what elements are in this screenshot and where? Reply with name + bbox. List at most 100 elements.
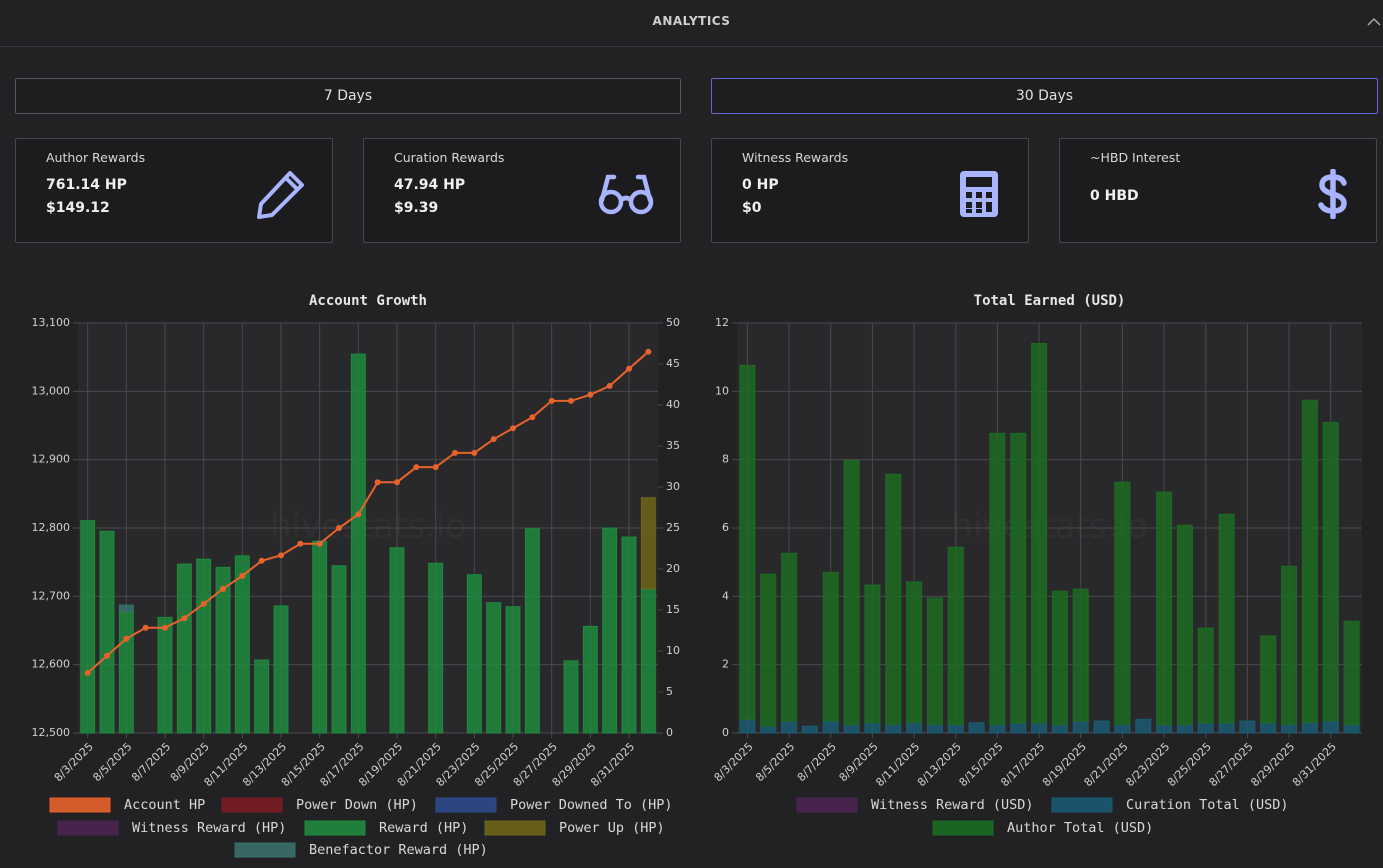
point [452, 449, 458, 456]
point [645, 348, 652, 355]
bar [760, 725, 777, 734]
card-value: 47.94 HP [394, 177, 466, 193]
line [87, 350, 649, 674]
legend-swatch [796, 797, 858, 813]
bar [947, 546, 964, 725]
point [239, 572, 246, 579]
bar [505, 606, 521, 734]
chart-title: Total Earned (USD) [974, 293, 1126, 309]
point [471, 449, 478, 456]
bar [1156, 491, 1173, 725]
bar [1260, 722, 1277, 734]
bar [602, 527, 618, 734]
x-tick-label: 8/29/2025 [1248, 740, 1297, 789]
glasses-icon [598, 174, 654, 215]
bar [1093, 720, 1110, 734]
bar [466, 574, 482, 734]
bar [254, 659, 270, 734]
point [336, 525, 342, 531]
point [587, 391, 594, 398]
x-tick-label: 8/21/2025 [1082, 740, 1131, 789]
bar [781, 720, 798, 734]
range-button[interactable]: 7 Days [15, 78, 681, 114]
legend-swatch [932, 820, 994, 836]
point [374, 479, 381, 486]
y2-tick-label: 15 [666, 603, 680, 616]
y-tick-label: 13,000 [32, 384, 71, 397]
bar [822, 720, 839, 734]
bar [989, 723, 1006, 734]
y-tick-label: 4 [722, 589, 729, 602]
bar [1072, 720, 1089, 734]
y-tick-label: 12,700 [32, 589, 71, 602]
bar [1218, 722, 1235, 734]
point [568, 397, 574, 404]
point [220, 585, 226, 592]
bar [781, 552, 798, 722]
bar [843, 723, 860, 734]
bar [1051, 590, 1068, 725]
stat-card: Curation Rewards 47.94 HP $9.39 [363, 138, 681, 243]
x-tick-label: 8/3/2025 [712, 740, 756, 784]
y2-tick-label: 10 [666, 644, 680, 657]
point [606, 382, 613, 389]
bar [99, 530, 115, 734]
point [84, 669, 91, 676]
y2-tick-label: 40 [666, 398, 680, 411]
card-value: $149.12 [46, 200, 110, 216]
bar [157, 616, 173, 734]
bar [1031, 343, 1048, 724]
y-tick-label: 12,600 [32, 658, 71, 671]
point [529, 414, 536, 421]
legend-swatch [221, 797, 283, 813]
bar [801, 725, 818, 734]
card-value: $9.39 [394, 200, 439, 216]
bar [822, 571, 839, 722]
legend-label: Author Total (USD) [1007, 820, 1153, 836]
bar [215, 566, 231, 734]
bar [926, 597, 943, 725]
bar [739, 364, 756, 720]
point [316, 540, 323, 547]
bar [1260, 635, 1277, 724]
legend-label: Power Down (HP) [296, 797, 418, 813]
point [142, 624, 149, 631]
bar [1281, 723, 1298, 734]
bar [331, 565, 347, 734]
range-button[interactable]: 30 Days [711, 78, 1378, 114]
card-title: Witness Rewards [742, 150, 849, 165]
bar [234, 555, 250, 734]
bar [118, 611, 134, 734]
bar [1301, 399, 1318, 724]
y-tick-label: 0 [722, 726, 729, 739]
y-tick-label: 8 [722, 453, 729, 466]
y-tick-label: 12,800 [32, 521, 71, 534]
x-tick-label: 8/5/2025 [90, 740, 134, 784]
legend-label: Curation Total (USD) [1126, 797, 1289, 813]
legend-label: Reward (HP) [379, 820, 468, 836]
bar [1010, 722, 1027, 734]
bar [906, 581, 923, 724]
collapse-icon[interactable] [1367, 17, 1381, 27]
x-tick-label: 8/25/2025 [1165, 740, 1214, 789]
y2-tick-label: 45 [666, 357, 680, 370]
point [490, 436, 497, 443]
bar [563, 660, 579, 734]
x-tick-label: 8/13/2025 [915, 740, 964, 789]
bar [1343, 723, 1360, 734]
point [432, 464, 439, 471]
point [355, 511, 362, 518]
bar [1301, 722, 1318, 734]
x-tick-label: 8/11/2025 [873, 740, 922, 789]
bar [350, 353, 366, 734]
x-tick-label: 8/3/2025 [52, 740, 96, 784]
point [200, 600, 207, 607]
legend-swatch [484, 820, 546, 836]
bar [582, 625, 598, 734]
x-tick-label: 8/23/2025 [1123, 740, 1172, 789]
y-tick-label: 10 [715, 384, 729, 397]
bar [926, 723, 943, 734]
y-tick-label: 12,900 [32, 453, 71, 466]
y2-tick-label: 30 [666, 480, 680, 493]
